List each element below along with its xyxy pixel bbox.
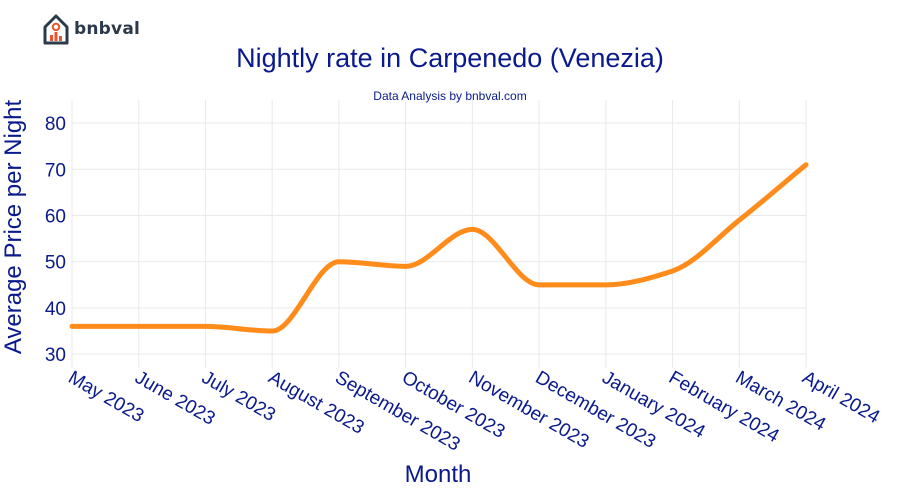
house-chart-icon — [43, 14, 69, 45]
y-axis-ticks: 30 40 50 60 70 80 — [45, 114, 66, 366]
brand-name: bnbval — [74, 19, 141, 39]
brand-logo: bnbval — [42, 13, 140, 45]
series-group — [69, 162, 809, 334]
grid-lines — [71, 100, 807, 368]
chart-title: Nightly rate in Carpenedo (Venezia) — [236, 43, 664, 73]
chart-subtitle: Data Analysis by bnbval.com — [373, 89, 527, 103]
y-tick-label: 70 — [45, 160, 66, 181]
y-tick-label: 40 — [45, 299, 66, 320]
y-tick-label: 30 — [45, 345, 66, 366]
x-tick-label: February 2024 — [665, 367, 783, 447]
series-line — [69, 162, 809, 334]
x-tick-label: May 2023 — [65, 367, 148, 427]
y-tick-label: 50 — [45, 253, 66, 274]
y-axis-title: Average Price per Night — [0, 99, 27, 354]
y-tick-label: 60 — [45, 207, 66, 228]
x-axis-title: Month — [405, 461, 472, 488]
y-tick-label: 80 — [45, 114, 66, 135]
